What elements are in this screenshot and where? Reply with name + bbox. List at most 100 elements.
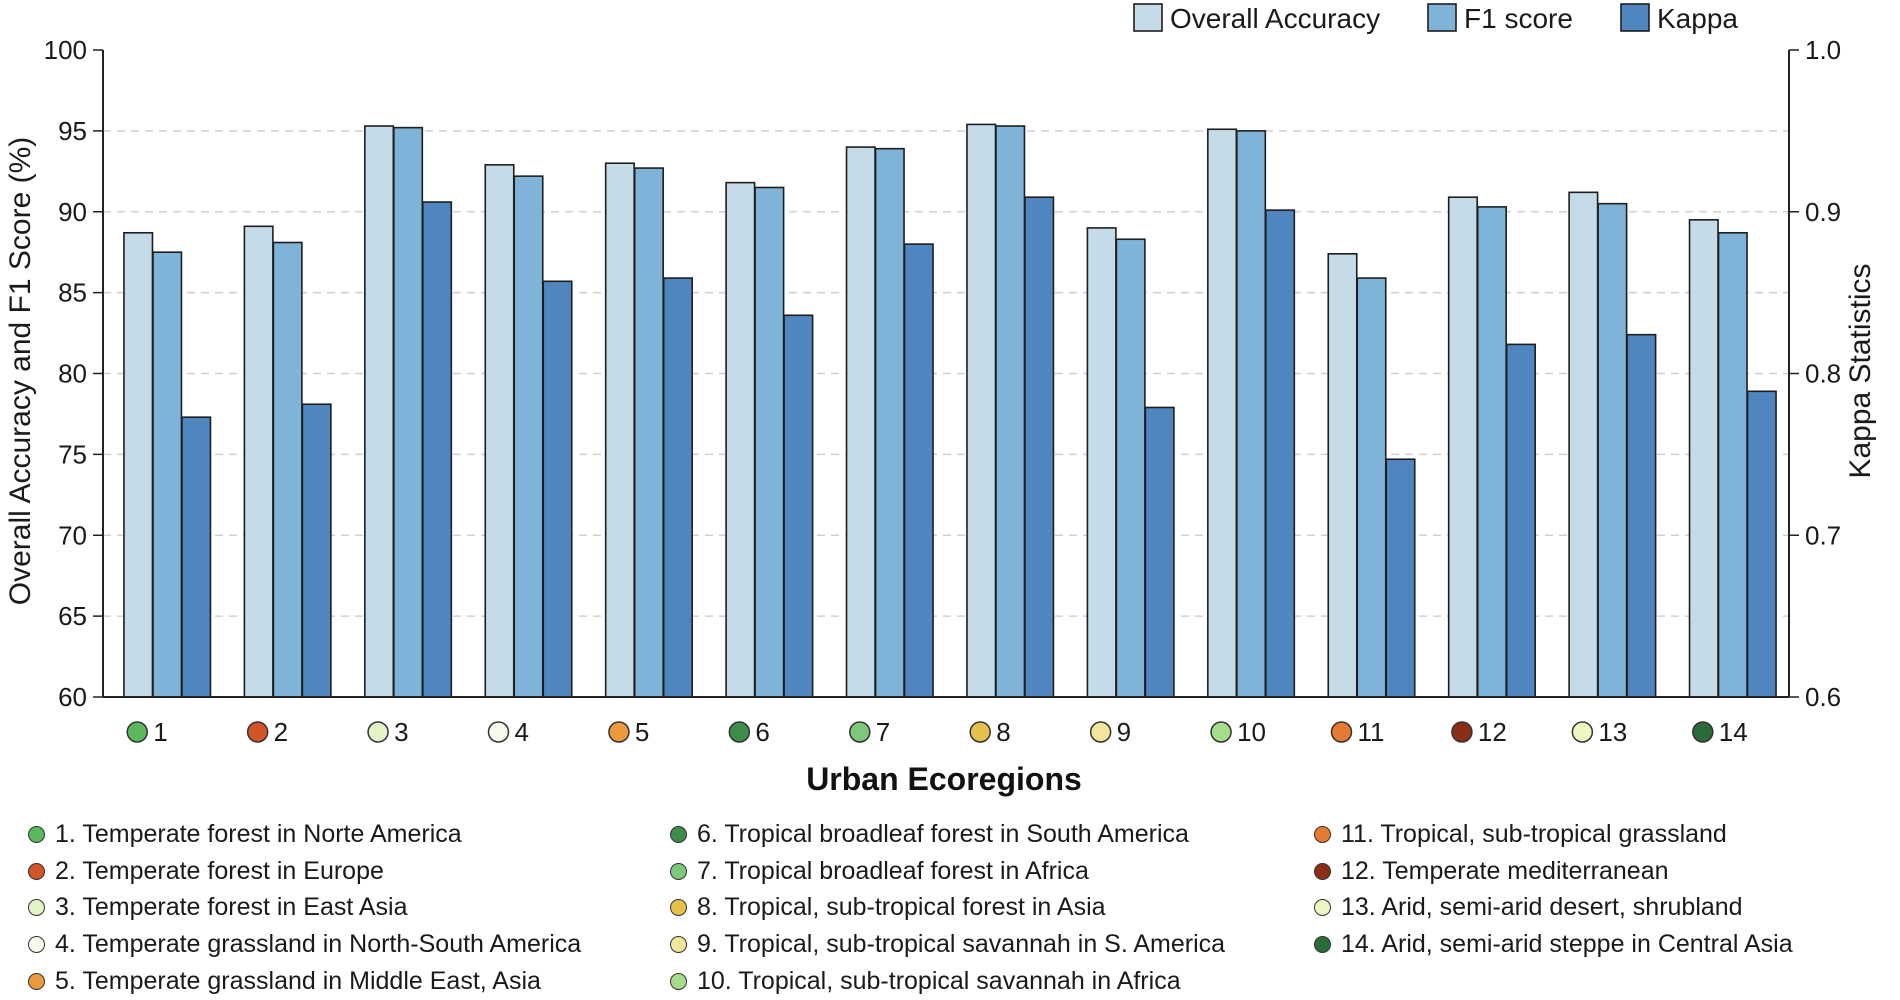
ecoregion-dot-icon: [1571, 721, 1594, 743]
bar-kappa-1: [181, 416, 212, 698]
bar-f1-score-10: [1236, 130, 1267, 698]
x-axis-title: Urban Ecoregions: [806, 761, 1082, 797]
bar-kappa-7: [903, 243, 934, 698]
bars: [123, 123, 1777, 698]
x-tick-label: 10: [1237, 717, 1266, 747]
ecoregion-dot-icon: [969, 721, 991, 743]
ecoregion-legend-item: 5. Temperate grassland in Middle East, A…: [28, 963, 581, 1000]
ecoregion-legend-item: 2. Temperate forest in Europe: [28, 853, 581, 890]
ecoregion-dot-icon: [1451, 721, 1473, 743]
ecoregion-dot-icon: [1692, 721, 1714, 743]
axes: 60 65 70 75 80 85 90 95 100 0.6 0.7 0.8 0.9 1.0: [44, 35, 1842, 712]
legend-swatch: [1133, 3, 1163, 32]
y-tick-label: 95: [58, 116, 87, 146]
ecoregion-dot-icon: [28, 825, 45, 843]
x-tick-label: 6: [755, 717, 769, 747]
ecoregion-dot-icon: [28, 936, 45, 954]
ecoregion-dot-icon: [1089, 721, 1112, 743]
ecoregion-label: 2. Temperate forest in Europe: [55, 856, 384, 885]
bar-f1-score-2: [272, 241, 303, 698]
bar-kappa-4: [542, 280, 573, 698]
ecoregion-legend-item: 7. Tropical broadleaf forest in Africa: [670, 853, 1225, 890]
ecoregion-label: 14. Arid, semi-arid steppe in Central As…: [1341, 930, 1793, 959]
bar-overall-accuracy-4: [484, 164, 515, 698]
x-tick-label: 5: [635, 717, 649, 747]
ecoregion-label: 13. Arid, semi-arid desert, shrubland: [1341, 893, 1743, 922]
y-axis-title: Overall Accuracy and F1 Score (%): [4, 137, 37, 606]
x-category-labels: 1 2 3 4 5 6 7 8 9 10 11 12 13 14: [126, 717, 1748, 747]
bar-overall-accuracy-12: [1447, 196, 1478, 698]
ecoregion-legend-column-1: 1. Temperate forest in Norte America 2. T…: [28, 816, 581, 1000]
bar-f1-score-14: [1717, 231, 1748, 698]
legend-swatch: [1427, 3, 1457, 32]
legend-swatch: [1620, 3, 1650, 32]
x-tick-label: 12: [1478, 717, 1507, 747]
ecoregion-dot-icon: [670, 825, 687, 843]
ecoregion-legend-item: 11. Tropical, sub-tropical grassland: [1314, 816, 1793, 853]
x-tick-label: 7: [876, 717, 890, 747]
ecoregion-dot-icon: [670, 936, 687, 954]
x-tick-label: 9: [1117, 717, 1131, 747]
x-tick-label: 14: [1719, 717, 1748, 747]
y-tick-label: 85: [58, 278, 87, 308]
ecoregion-label: 8. Tropical, sub-tropical forest in Asia: [697, 893, 1106, 922]
ecoregion-label: 9. Tropical, sub-tropical savannah in S.…: [697, 930, 1226, 959]
ecoregion-dot-icon: [670, 862, 687, 880]
bar-f1-score-1: [152, 251, 183, 698]
bar-f1-score-9: [1115, 238, 1146, 698]
x-tick-label: 11: [1358, 717, 1385, 747]
bar-f1-score-4: [513, 175, 544, 698]
legend-label: Kappa: [1657, 3, 1738, 34]
ecoregion-legend-item: 4. Temperate grassland in North-South Am…: [28, 926, 581, 963]
ecoregion-dot-icon: [849, 721, 871, 743]
x-tick-label: 3: [394, 717, 408, 747]
bar-overall-accuracy-2: [243, 225, 274, 698]
bar-kappa-14: [1746, 390, 1777, 698]
bar-overall-accuracy-14: [1688, 219, 1719, 698]
ecoregion-dot-icon: [608, 721, 630, 743]
bar-f1-score-7: [874, 147, 905, 698]
x-tick-label: 13: [1598, 717, 1627, 747]
ecoregion-dot-icon: [1314, 936, 1331, 954]
gridlines: [103, 130, 1789, 617]
bar-kappa-6: [783, 314, 814, 698]
ecoregion-dot-icon: [28, 862, 45, 880]
ecoregion-dot-icon: [1314, 862, 1331, 880]
ecoregion-legend-item: 3. Temperate forest in East Asia: [28, 890, 581, 927]
bar-kappa-10: [1265, 209, 1296, 698]
bar-overall-accuracy-5: [604, 162, 635, 698]
ecoregion-legend-item: 14. Arid, semi-arid steppe in Central As…: [1314, 926, 1793, 963]
ecoregion-label: 7. Tropical broadleaf forest in Africa: [697, 856, 1089, 885]
ecoregion-label: 5. Temperate grassland in Middle East, A…: [55, 967, 541, 996]
bar-f1-score-12: [1476, 206, 1507, 698]
bar-kappa-11: [1385, 458, 1416, 698]
y2-tick-label: 0.6: [1805, 682, 1841, 712]
y2-tick-label: 1.0: [1805, 35, 1841, 65]
ecoregion-legend-item: 6. Tropical broadleaf forest in South Am…: [670, 816, 1225, 853]
bar-overall-accuracy-13: [1568, 191, 1599, 698]
ecoregion-legend: 1. Temperate forest in Norte America 2. T…: [28, 816, 1888, 1000]
bar-f1-score-5: [633, 167, 664, 698]
ecoregion-legend-item: 9. Tropical, sub-tropical savannah in S.…: [670, 926, 1225, 963]
bar-overall-accuracy-1: [123, 231, 154, 698]
bar-overall-accuracy-8: [966, 123, 997, 698]
ecoregion-label: 12. Temperate mediterranean: [1341, 856, 1669, 885]
x-tick-label: 4: [515, 717, 529, 747]
bar-kappa-2: [301, 403, 332, 698]
y-tick-label: 60: [58, 682, 87, 712]
x-tick-label: 1: [153, 717, 167, 747]
ecoregion-dot-icon: [126, 721, 148, 743]
bar-overall-accuracy-10: [1207, 128, 1238, 698]
ecoregion-dot-icon: [28, 899, 45, 917]
y2-tick-label: 0.8: [1805, 359, 1841, 389]
bar-f1-score-8: [995, 125, 1026, 698]
bar-f1-score-6: [754, 186, 785, 698]
bar-f1-score-11: [1356, 277, 1387, 698]
ecoregion-label: 1. Temperate forest in Norte America: [55, 819, 462, 848]
ecoregion-label: 4. Temperate grassland in North-South Am…: [55, 930, 582, 959]
ecoregion-legend-item: 8. Tropical, sub-tropical forest in Asia: [670, 890, 1225, 927]
ecoregion-legend-item: 13. Arid, semi-arid desert, shrubland: [1314, 890, 1793, 927]
bar-overall-accuracy-3: [364, 125, 395, 698]
ecoregion-dot-icon: [1314, 899, 1331, 917]
ecoregion-dot-icon: [728, 721, 751, 743]
